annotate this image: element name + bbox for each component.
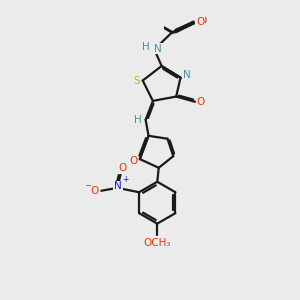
Text: N: N xyxy=(114,182,122,191)
Text: O: O xyxy=(150,19,151,20)
Text: +: + xyxy=(122,175,129,184)
Text: N: N xyxy=(154,44,162,54)
Text: O: O xyxy=(148,19,150,20)
Text: O: O xyxy=(144,14,153,25)
Text: O: O xyxy=(118,163,126,173)
Text: O: O xyxy=(198,16,206,26)
Text: OCH₃: OCH₃ xyxy=(143,238,171,248)
Text: O: O xyxy=(197,97,205,107)
Text: O: O xyxy=(150,19,151,20)
Text: O: O xyxy=(149,19,151,20)
Text: O: O xyxy=(150,19,151,20)
Text: S: S xyxy=(133,76,140,85)
Text: O: O xyxy=(139,5,161,34)
Text: O: O xyxy=(150,19,151,20)
Text: O: O xyxy=(129,155,137,166)
Text: H: H xyxy=(142,41,150,52)
Text: O: O xyxy=(142,10,158,29)
Text: O: O xyxy=(91,186,99,196)
Text: O: O xyxy=(140,19,141,20)
Text: O: O xyxy=(196,16,204,26)
Text: O: O xyxy=(142,9,155,27)
Text: O: O xyxy=(138,13,146,23)
Text: −: − xyxy=(84,181,91,190)
Text: O: O xyxy=(149,19,151,20)
Text: N: N xyxy=(183,70,191,80)
Text: H: H xyxy=(134,116,141,125)
